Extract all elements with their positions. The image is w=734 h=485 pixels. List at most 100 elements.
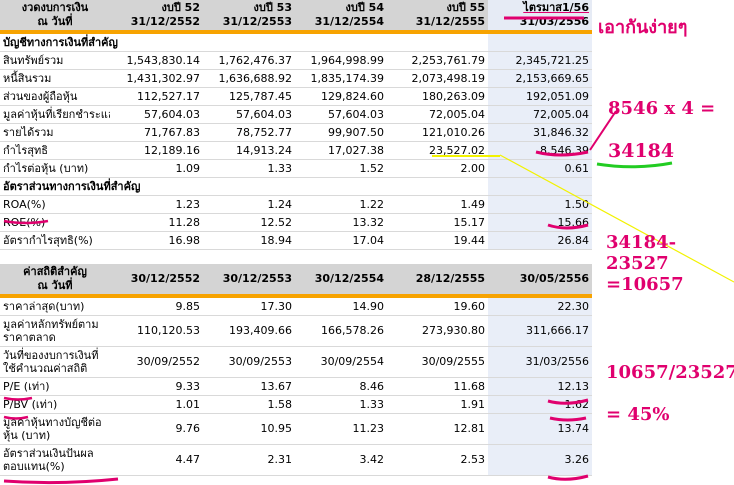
value-cell: 3.42	[295, 444, 387, 476]
column-title: งบปี 52	[161, 1, 200, 14]
row-label: P/E (เท่า)	[0, 377, 110, 396]
value-cell: 1,636,688.92	[203, 69, 295, 88]
value-cell: 22.30	[488, 298, 592, 316]
value-cell: 30/09/2555	[387, 346, 488, 378]
table-header-row: ค่าสถิติสำคัญ ณ วันที่ 30/12/2552 30/12/…	[0, 264, 592, 294]
row-label: กำไรต่อหุ้น (บาท)	[0, 159, 110, 178]
column-title: งบปี 55	[446, 1, 485, 14]
value-cell: 14.90	[295, 298, 387, 316]
value-cell: 78,752.77	[203, 123, 295, 142]
date-label: ณ วันที่	[37, 15, 73, 28]
table-row: วันที่ของงบการเงินที่ใช้คำนวณค่าสถิติ 30/…	[0, 346, 592, 378]
section-title: อัตราส่วนทางการเงินที่สำคัญ	[0, 177, 488, 196]
table-row: ROA(%) 1.23 1.24 1.22 1.49 1.50	[0, 195, 592, 214]
value-cell: 2.31	[203, 444, 295, 476]
value-cell: 1,431,302.97	[110, 69, 203, 88]
value-cell: 12,189.16	[110, 141, 203, 160]
financial-statement-table: งวดงบการเงิน ณ วันที่ งบปี 52 31/12/2552 …	[0, 0, 592, 250]
table-row: ส่วนของผู้ถือหุ้น 112,527.17 125,787.45 129…	[0, 87, 592, 106]
value-cell: 8,546.39	[488, 141, 592, 160]
dividend-value-underline	[547, 474, 589, 481]
table-row: หนี้สินรวม 1,431,302.97 1,636,688.92 1,835,…	[0, 69, 592, 88]
table-row: มูลค่าหุ้นทางบัญชีต่อหุ้น (บาท) 9.76 10.95…	[0, 413, 592, 445]
value-cell: 14,913.24	[203, 141, 295, 160]
value-cell: 1.91	[387, 395, 488, 414]
value-cell: 125,787.45	[203, 87, 295, 106]
date-label: ณ วันที่	[37, 279, 73, 292]
value-cell: 57,604.03	[203, 105, 295, 124]
value-cell: 19.60	[387, 298, 488, 316]
value-cell: 1,835,174.39	[295, 69, 387, 88]
stat-label: ค่าสถิติสำคัญ	[23, 265, 87, 278]
value-cell: 13.74	[488, 413, 592, 445]
value-cell: 99,907.50	[295, 123, 387, 142]
row-label: วันที่ของงบการเงินที่ใช้คำนวณค่าสถิติ	[0, 346, 110, 378]
value-cell: 311,666.17	[488, 315, 592, 347]
value-cell: 15.17	[387, 213, 488, 232]
value-cell: 2,073,498.19	[387, 69, 488, 88]
value-cell: 57,604.03	[295, 105, 387, 124]
value-cell: 1.24	[203, 195, 295, 214]
value-cell: 1.62	[488, 395, 592, 414]
value-cell: 19.44	[387, 231, 488, 250]
value-cell: 1.33	[203, 159, 295, 178]
value-cell: 1,964,998.99	[295, 51, 387, 70]
row-label: รายได้รวม	[0, 123, 110, 142]
value-cell: 17.30	[203, 298, 295, 316]
value-cell: 2,345,721.25	[488, 51, 592, 70]
column-header: 30/12/2553	[203, 264, 295, 294]
value-cell: 71,767.83	[110, 123, 203, 142]
value-cell: 192,051.09	[488, 87, 592, 106]
table-row: กำไรต่อหุ้น (บาท) 1.09 1.33 1.52 2.00 0.61	[0, 159, 592, 178]
section-title-row: บัญชีทางการเงินที่สำคัญ	[0, 34, 592, 52]
row-label: มูลค่าหุ้นทางบัญชีต่อหุ้น (บาท)	[0, 413, 110, 445]
column-header: 30/05/2556	[488, 264, 592, 294]
value-cell: 110,120.53	[110, 315, 203, 347]
annotation-easy: เอากันง่ายๆ	[598, 17, 688, 38]
value-cell: 23,527.02	[387, 141, 488, 160]
column-date: 31/12/2555	[415, 15, 485, 28]
row-label: หนี้สินรวม	[0, 69, 110, 88]
annotation-result3: = 45%	[606, 404, 670, 425]
column-header: งบปี 55 31/12/2555	[387, 0, 488, 30]
value-cell: 0.61	[488, 159, 592, 178]
table-header-row: งวดงบการเงิน ณ วันที่ งบปี 52 31/12/2552 …	[0, 0, 592, 30]
value-cell: 72,005.04	[387, 105, 488, 124]
table-row: อัตราส่วนเงินปันผลตอบแทน(%) 4.47 2.31 3.42 2…	[0, 444, 592, 476]
value-cell: 17,027.38	[295, 141, 387, 160]
value-cell: 4.47	[110, 444, 203, 476]
annotation-calc3: 10657/23527	[606, 362, 734, 383]
header-accent-bar	[0, 294, 592, 298]
annotation-result2: =10657	[606, 274, 684, 295]
dividend-label-underline	[3, 477, 119, 485]
value-cell: 9.76	[110, 413, 203, 445]
value-cell: 3.26	[488, 444, 592, 476]
column-date: 31/12/2553	[222, 15, 292, 28]
row-label: ราคาล่าสุด(บาท)	[0, 298, 110, 316]
table-row: รายได้รวม 71,767.83 78,752.77 99,907.50 121,…	[0, 123, 592, 142]
value-cell: 1,762,476.37	[203, 51, 295, 70]
ratio-rows: ROA(%) 1.23 1.24 1.22 1.49 1.50 ROE(%) 11.28 12.…	[0, 195, 592, 250]
value-cell: 180,263.09	[387, 87, 488, 106]
value-cell: 16.98	[110, 231, 203, 250]
value-cell: 1,543,830.14	[110, 51, 203, 70]
value-cell: 11.28	[110, 213, 203, 232]
column-header: 30/12/2554	[295, 264, 387, 294]
value-cell: 11.23	[295, 413, 387, 445]
row-label: อัตรากำไรสุทธิ(%)	[0, 231, 110, 250]
column-header-quarter: ไตรมาส1/56 31/03/2556	[488, 0, 592, 30]
value-cell: 1.33	[295, 395, 387, 414]
table-row: สินทรัพย์รวม 1,543,830.14 1,762,476.37 1,96…	[0, 51, 592, 70]
value-cell: 30/09/2554	[295, 346, 387, 378]
value-cell: 2,253,761.79	[387, 51, 488, 70]
table-row: ROE(%) 11.28 12.52 13.32 15.17 15.66	[0, 213, 592, 232]
value-cell: 30/09/2553	[203, 346, 295, 378]
section-title: บัญชีทางการเงินที่สำคัญ	[0, 34, 488, 52]
column-header: 30/12/2552	[110, 264, 203, 294]
column-title: งบปี 53	[253, 1, 292, 14]
period-header-cell: งวดงบการเงิน ณ วันที่	[0, 0, 110, 30]
value-cell: 1.50	[488, 195, 592, 214]
value-cell: 15.66	[488, 213, 592, 232]
statistic-rows: ราคาล่าสุด(บาท) 9.85 17.30 14.90 19.60 22.30 ม…	[0, 298, 592, 476]
value-cell: 2.00	[387, 159, 488, 178]
